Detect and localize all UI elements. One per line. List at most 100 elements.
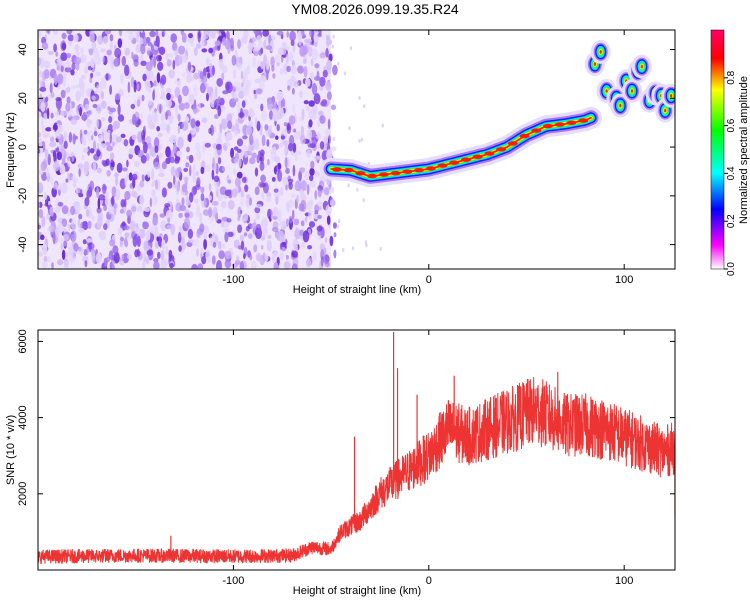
- noise-speck: [220, 118, 228, 130]
- noise-speck: [225, 134, 230, 143]
- noise-speck: [60, 52, 68, 61]
- trace-hotspot: [531, 128, 542, 133]
- noise-speck: [215, 143, 222, 151]
- noise-speck: [196, 205, 201, 218]
- noise-speck: [57, 201, 64, 207]
- noise-speck: [167, 217, 171, 223]
- noise-speck: [338, 219, 341, 224]
- noise-speck: [298, 37, 302, 46]
- noise-speck: [332, 222, 337, 229]
- noise-speck: [309, 167, 315, 176]
- noise-speck: [261, 110, 267, 122]
- noise-speck: [178, 45, 186, 55]
- noise-speck: [221, 200, 227, 209]
- y-tick-label: -20: [17, 188, 29, 204]
- noise-speck: [356, 187, 359, 192]
- noise-speck: [108, 250, 114, 261]
- noise-speck: [126, 209, 132, 218]
- noise-speck: [147, 171, 151, 178]
- noise-speck: [206, 164, 211, 172]
- noise-speck: [258, 40, 264, 50]
- noise-speck: [277, 162, 282, 170]
- trace-hotspot: [496, 147, 507, 152]
- noise-speck: [204, 142, 211, 148]
- noise-speck: [131, 134, 137, 140]
- noise-speck: [53, 160, 60, 172]
- noise-speck: [231, 188, 238, 198]
- noise-speck: [208, 47, 214, 54]
- noise-speck: [166, 87, 172, 93]
- noise-speck: [212, 30, 218, 34]
- noise-speck: [113, 57, 120, 67]
- noise-speck: [86, 238, 93, 243]
- noise-speck: [170, 166, 175, 176]
- noise-speck: [38, 57, 42, 67]
- noise-speck: [59, 164, 66, 175]
- spectrogram-y-label: Frequency (Hz): [5, 112, 17, 188]
- noise-speck: [132, 235, 138, 248]
- noise-speck: [182, 72, 186, 78]
- noise-speck: [185, 162, 190, 168]
- noise-speck: [291, 250, 298, 258]
- noise-speck: [105, 73, 109, 81]
- noise-speck: [38, 224, 42, 229]
- noise-speck: [254, 186, 260, 196]
- noise-speck: [258, 150, 261, 157]
- noise-speck: [38, 208, 44, 219]
- noise-speck: [53, 43, 57, 53]
- noise-speck: [201, 74, 208, 84]
- noise-speck: [101, 117, 106, 122]
- trace-hotspot: [437, 163, 448, 168]
- noise-speck: [126, 159, 129, 168]
- noise-speck: [137, 250, 141, 257]
- noise-speck: [279, 242, 283, 250]
- noise-speck: [50, 175, 54, 185]
- noise-speck: [82, 111, 87, 122]
- noise-speck: [331, 44, 334, 49]
- noise-speck: [131, 203, 137, 215]
- noise-speck: [284, 127, 288, 140]
- noise-speck: [77, 246, 85, 256]
- noise-speck: [203, 225, 210, 235]
- noise-speckle-layer: [38, 30, 384, 269]
- noise-speck: [96, 207, 102, 214]
- noise-speck: [255, 88, 263, 95]
- noise-speck: [236, 255, 239, 263]
- noise-speck: [306, 258, 311, 268]
- noise-speck: [300, 220, 305, 227]
- trace-hotspot: [519, 133, 530, 139]
- noise-speck: [326, 149, 333, 161]
- noise-speck: [75, 202, 81, 215]
- noise-speck: [44, 149, 49, 160]
- noise-speck: [91, 252, 96, 264]
- noise-speck: [160, 249, 165, 261]
- noise-speck: [42, 244, 48, 256]
- noise-speck: [236, 62, 243, 70]
- noise-speck: [147, 50, 153, 56]
- noise-speck: [270, 215, 274, 220]
- noise-speck: [38, 182, 44, 194]
- noise-speck: [301, 108, 305, 121]
- noise-speck: [213, 143, 217, 150]
- noise-speck: [266, 240, 272, 252]
- noise-speck: [210, 124, 214, 136]
- noise-speck: [142, 141, 148, 154]
- noise-speck: [177, 94, 182, 105]
- noise-speck: [286, 65, 291, 73]
- noise-speck: [38, 251, 44, 257]
- noise-speck: [93, 47, 99, 59]
- noise-speck: [194, 184, 201, 191]
- noise-speck: [248, 133, 254, 146]
- noise-speck: [116, 162, 123, 173]
- noise-speck: [261, 245, 264, 250]
- noise-speck: [239, 261, 245, 269]
- noise-speck: [240, 70, 244, 80]
- noise-speck: [280, 186, 284, 196]
- noise-speck: [215, 180, 221, 192]
- noise-speck: [47, 50, 54, 56]
- noise-speck: [46, 167, 49, 178]
- noise-speck: [363, 104, 366, 109]
- noise-speck: [126, 254, 132, 260]
- noise-speck: [70, 117, 78, 125]
- noise-speck: [289, 51, 294, 62]
